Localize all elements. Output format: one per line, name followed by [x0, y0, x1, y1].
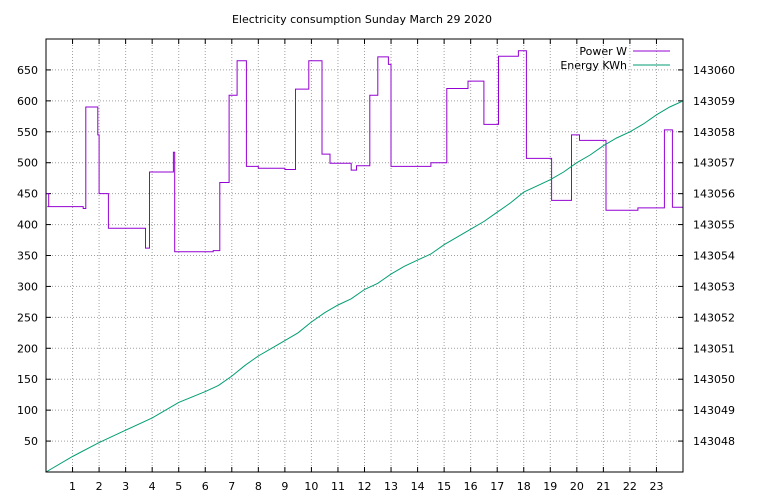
y-tick-label: 150 [17, 373, 38, 386]
x-tick-label: 19 [543, 480, 557, 493]
y2-tick-label: 143053 [693, 280, 735, 293]
y2-tick-label: 143048 [693, 435, 735, 448]
chart-title: Electricity consumption Sunday March 29 … [232, 13, 492, 26]
y2-tick-label: 143058 [693, 126, 735, 139]
x-tick-label: 10 [304, 480, 318, 493]
series-line-2 [45, 100, 684, 473]
x-tick-label: 21 [596, 480, 610, 493]
x-tick-label: 16 [464, 480, 478, 493]
x-tick-label: 7 [228, 480, 235, 493]
x-tick-label: 14 [411, 480, 425, 493]
y2-tick-label: 143057 [693, 157, 735, 170]
x-tick-label: 9 [281, 480, 288, 493]
y-tick-label: 500 [17, 157, 38, 170]
y-tick-label: 300 [17, 280, 38, 293]
y2-tick-label: 143060 [693, 64, 735, 77]
x-tick-label: 20 [570, 480, 584, 493]
y-tick-label: 550 [17, 126, 38, 139]
x-tick-label: 4 [149, 480, 156, 493]
grid-lines [46, 39, 683, 472]
x-tick-label: 12 [358, 480, 372, 493]
y-tick-label: 100 [17, 404, 38, 417]
y2-tick-label: 143059 [693, 95, 735, 108]
y2-tick-label: 143054 [693, 250, 735, 263]
y-tick-label: 350 [17, 250, 38, 263]
series-line-1 [46, 50, 683, 253]
y-tick-label: 400 [17, 219, 38, 232]
y-tick-label: 650 [17, 64, 38, 77]
x-tick-label: 2 [96, 480, 103, 493]
y-tick-label: 450 [17, 188, 38, 201]
x-tick-label: 8 [255, 480, 262, 493]
y-tick-label: 250 [17, 311, 38, 324]
legend-label-1: Power W [579, 45, 627, 58]
y2-tick-label: 143056 [693, 188, 735, 201]
y2-tick-label: 143055 [693, 219, 735, 232]
y2-tick-label: 143049 [693, 404, 735, 417]
x-tick-label: 23 [649, 480, 663, 493]
y-tick-label: 600 [17, 95, 38, 108]
x-tick-label: 1 [69, 480, 76, 493]
x-tick-label: 5 [175, 480, 182, 493]
x-tick-label: 18 [517, 480, 531, 493]
y-tick-label: 50 [24, 435, 38, 448]
y2-tick-label: 143052 [693, 311, 735, 324]
y-tick-label: 200 [17, 342, 38, 355]
x-tick-label: 22 [623, 480, 637, 493]
x-tick-label: 3 [122, 480, 129, 493]
plot-frame [45, 38, 684, 473]
x-tick-label: 6 [202, 480, 209, 493]
y2-tick-label: 143051 [693, 342, 735, 355]
x-axis-ticks: 1 2 3 4 5 6 7 8 9 10 11 12 13 14 15 16 17 18 19 20 21 22 23 [69, 39, 663, 493]
y2-tick-label: 143050 [693, 373, 735, 386]
series-lines [45, 50, 684, 473]
y2-axis-ticks: 143048 143049 143050 143051 143052 143053 1430… [678, 64, 735, 448]
x-tick-label: 13 [384, 480, 398, 493]
y-axis-ticks: 50 100 150 200 250 300 350 400 450 500 550 600 650 [17, 64, 51, 448]
x-tick-label: 17 [490, 480, 504, 493]
x-tick-label: 15 [437, 480, 451, 493]
x-tick-label: 11 [331, 480, 345, 493]
legend-label-2: Energy KWh [560, 59, 627, 72]
